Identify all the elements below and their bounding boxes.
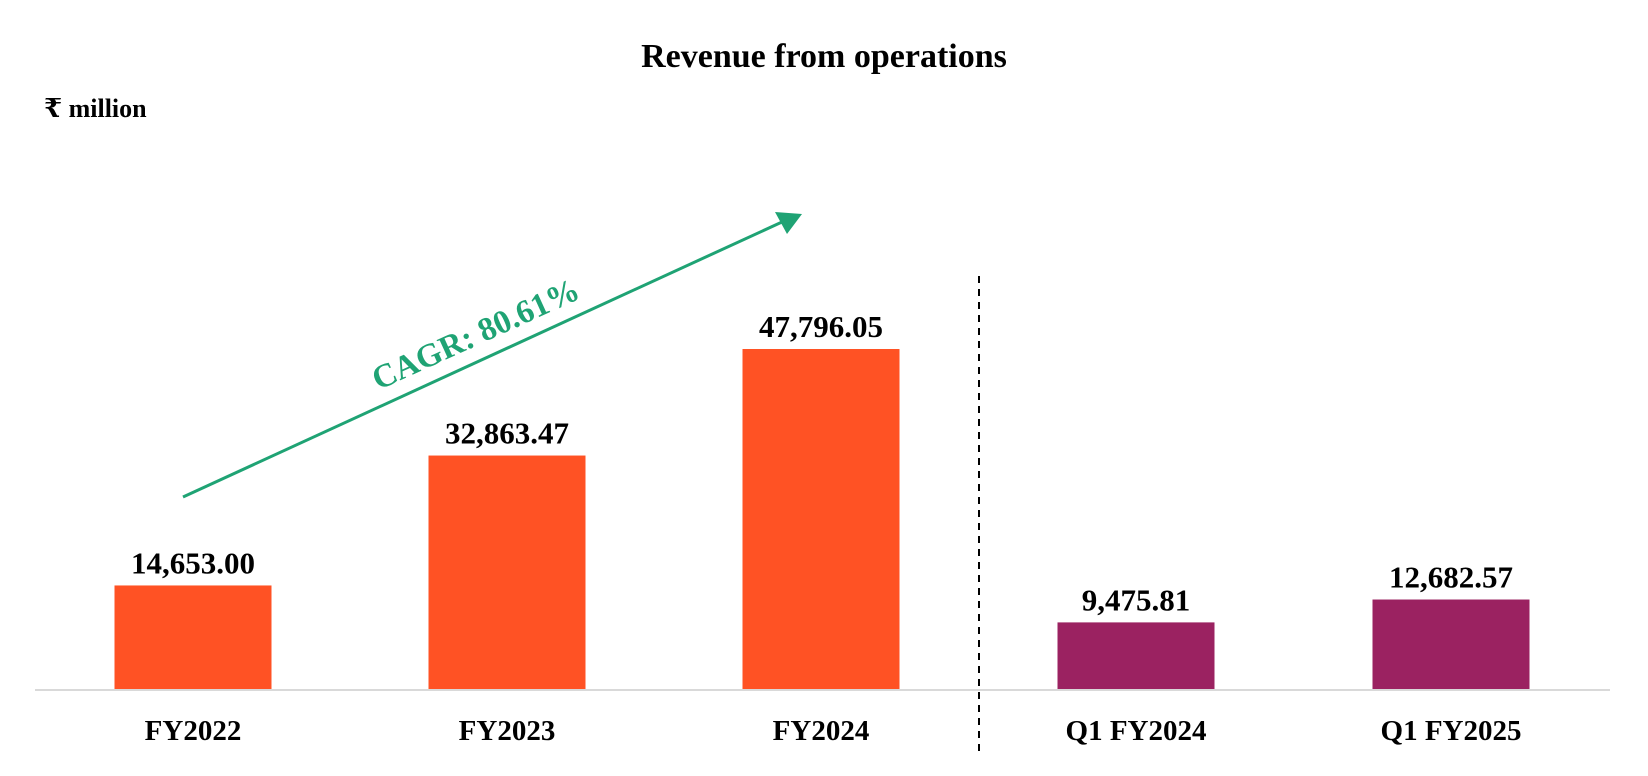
value-label: 9,475.81	[1082, 582, 1191, 617]
bars-layer	[114, 349, 1530, 690]
unit-label: ₹ million	[44, 94, 147, 123]
bar-q1-fy2024	[1057, 622, 1215, 690]
bar-fy2024	[742, 349, 900, 690]
labels-layer: 14,653.00 FY2022 32,863.47 FY2023 47,796.05 F…	[131, 309, 1521, 747]
bar-fy2023	[428, 455, 586, 690]
category-label: FY2022	[145, 715, 242, 747]
cagr-arrow-line	[182, 220, 783, 499]
value-label: 32,863.47	[445, 416, 569, 451]
cagr-arrow: CAGR: 80.61%	[182, 212, 802, 499]
category-label: FY2024	[773, 715, 870, 747]
category-label: Q1 FY2024	[1066, 715, 1207, 747]
category-label: Q1 FY2025	[1381, 715, 1522, 747]
bar-q1-fy2025	[1372, 599, 1530, 690]
value-label: 47,796.05	[759, 309, 883, 344]
value-label: 14,653.00	[131, 545, 255, 580]
bar-fy2022	[114, 585, 272, 690]
chart-title: Revenue from operations	[641, 38, 1007, 75]
cagr-arrowhead	[775, 212, 802, 234]
cagr-label: CAGR: 80.61%	[367, 272, 585, 398]
value-label: 12,682.57	[1389, 560, 1513, 595]
category-label: FY2023	[459, 715, 556, 747]
